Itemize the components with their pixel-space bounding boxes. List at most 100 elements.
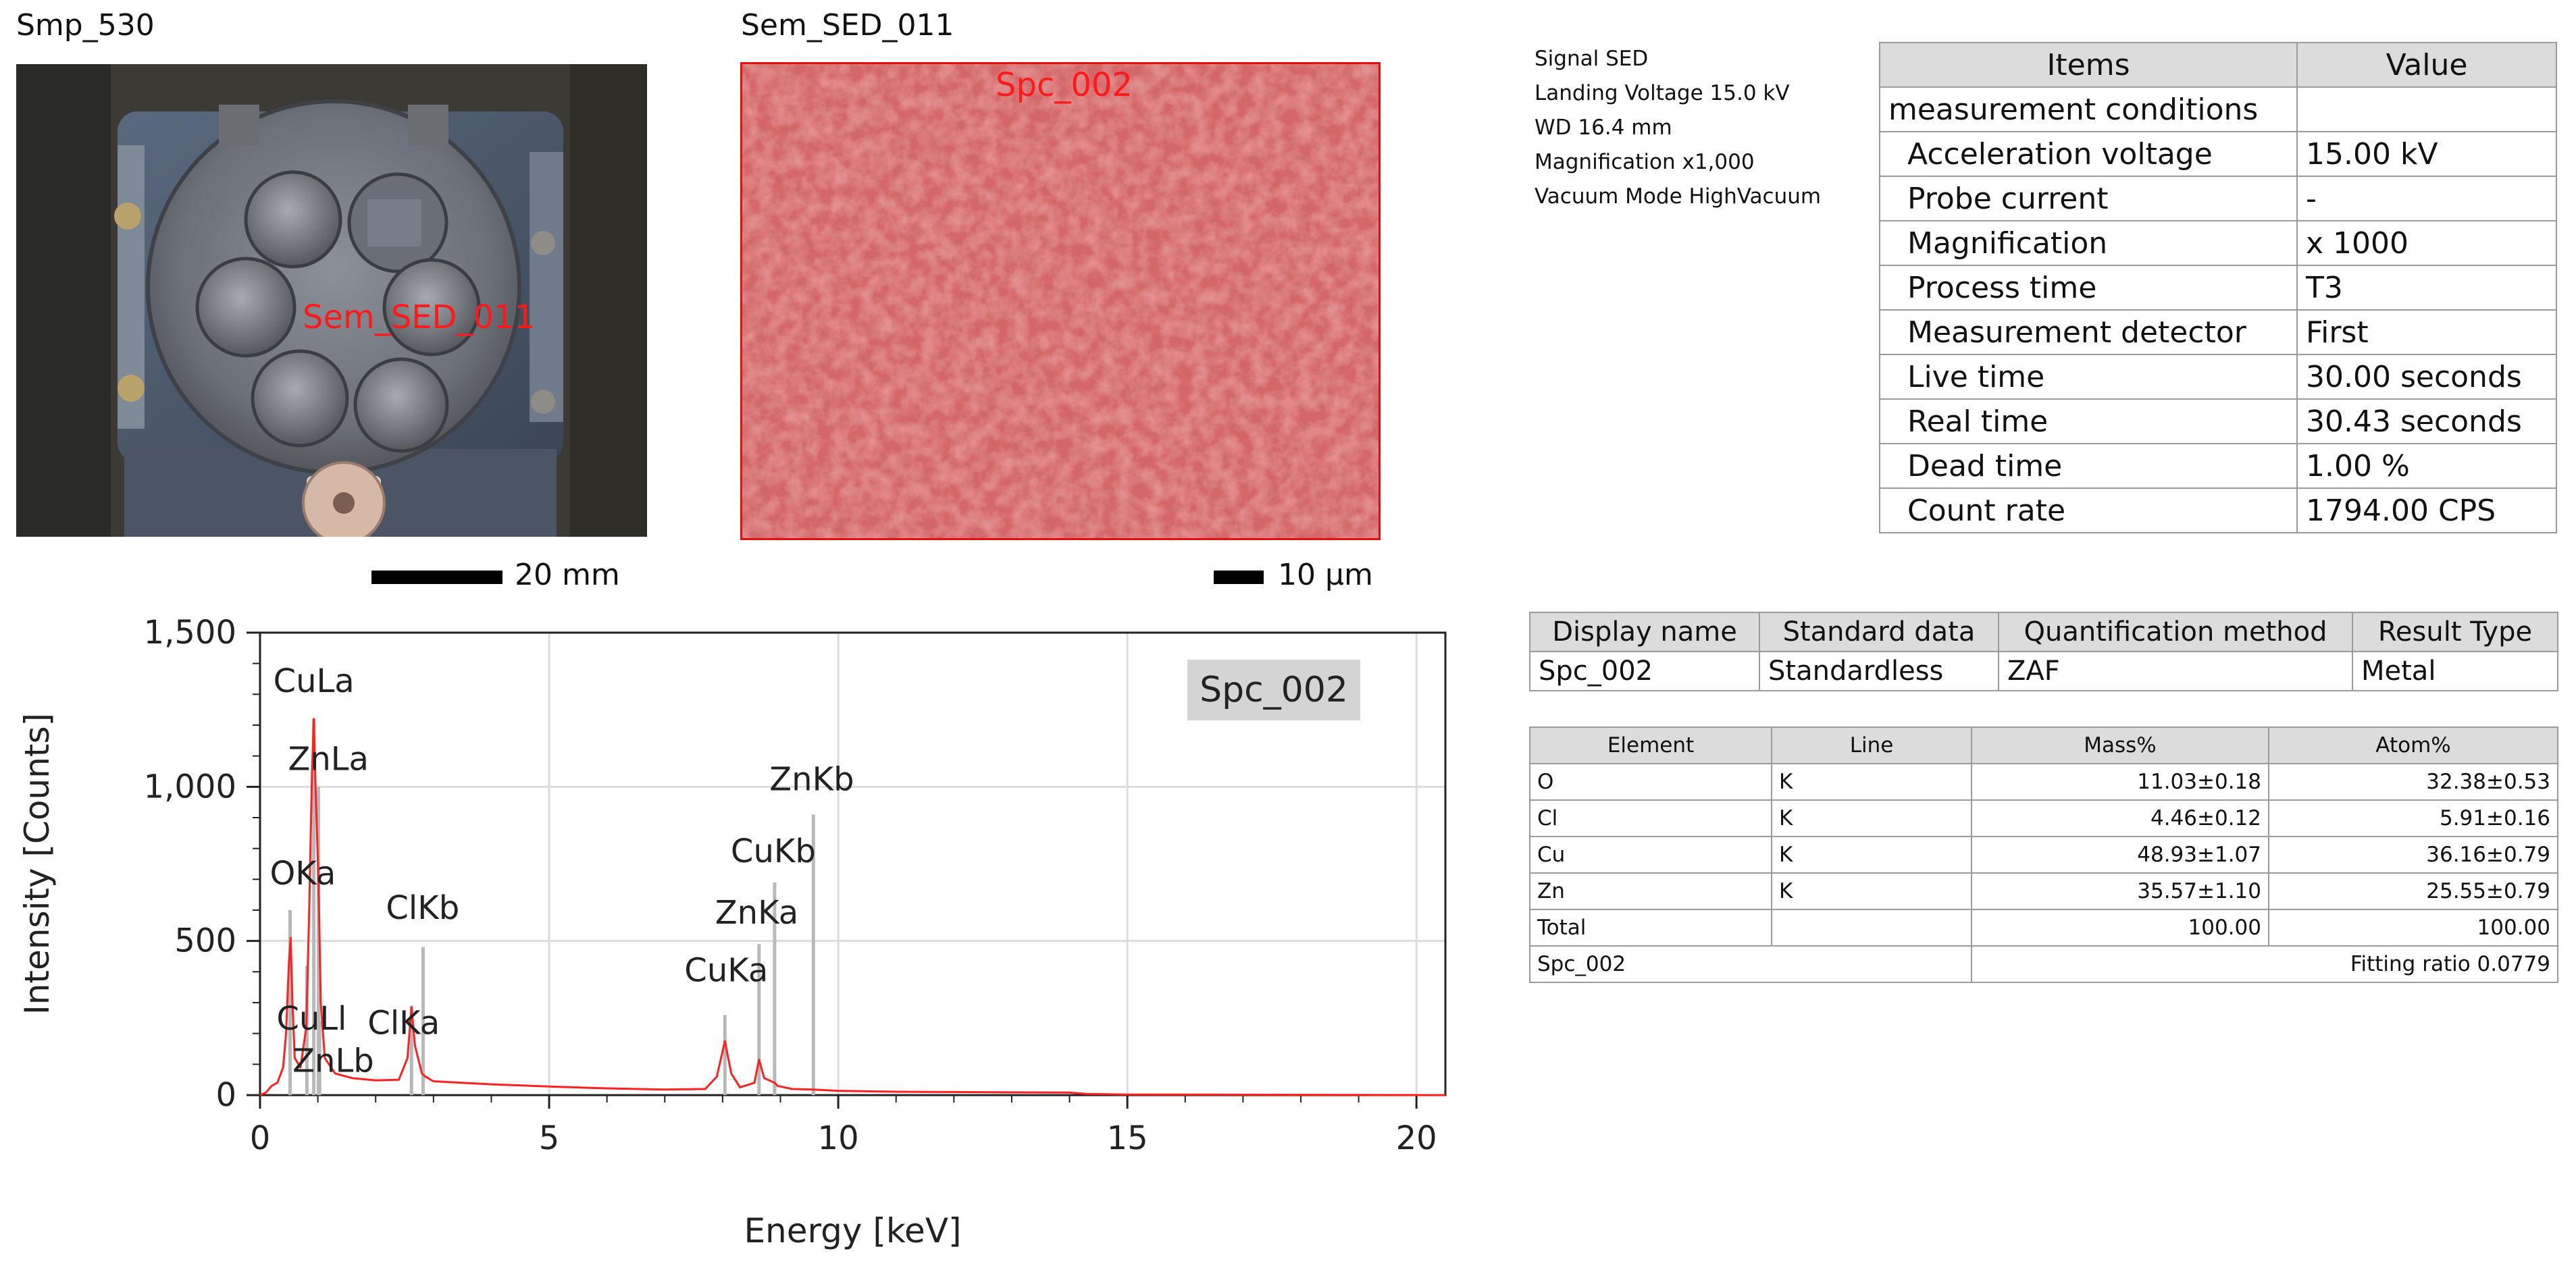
cell-item: measurement conditions	[1879, 86, 2298, 132]
cell-element: Cu	[1529, 836, 1772, 874]
photo-overlay-label: Sem_SED_011	[303, 298, 536, 336]
table-row: Count rate 1794.00 CPS	[1879, 487, 2557, 533]
cell-line: K	[1771, 872, 1972, 910]
cell-item: Probe current	[1879, 176, 2298, 221]
cell-item: Measurement detector	[1879, 309, 2298, 355]
cell-value: x 1000	[2296, 220, 2557, 266]
cell-value	[2296, 86, 2557, 132]
cell-value: T3	[2296, 265, 2557, 311]
y-tick-label: 1,000	[144, 768, 236, 805]
condition-line: WD 16.4 mm	[1535, 115, 1672, 140]
cell-atom: 5.91±0.16	[2268, 799, 2558, 837]
x-tick-label: 5	[539, 1119, 560, 1157]
condition-line: Vacuum Mode HighVacuum	[1535, 184, 1822, 209]
table-row: Dead time 1.00 %	[1879, 443, 2557, 489]
legend-label: Spc_002	[1200, 670, 1348, 710]
sem-scale-bar	[1214, 571, 1264, 584]
sem-overlay-label: Spc_002	[996, 66, 1133, 104]
measurement-items-table: Items Value measurement conditions Accele…	[1879, 42, 2557, 533]
peak-label: ZnKb	[769, 760, 854, 798]
legend-box	[1187, 660, 1360, 720]
table-row: Magnification x 1000	[1879, 220, 2557, 266]
table-header-row: Display name Standard data Quantificatio…	[1529, 612, 2558, 652]
x-tick-label: 10	[818, 1119, 859, 1157]
cell-mass: 35.57±1.10	[1971, 872, 2269, 910]
cell-result-type: Metal	[2352, 651, 2558, 691]
conditions-block: Signal SED Landing Voltage 15.0 kV WD 16…	[1535, 42, 1821, 214]
cell-item: Count rate	[1879, 487, 2298, 533]
x-tick-label: 15	[1107, 1119, 1148, 1157]
x-tick-label: 20	[1396, 1119, 1437, 1157]
column-header-display-name: Display name	[1529, 612, 1760, 652]
sem-title: Sem_SED_011	[741, 8, 954, 43]
peak-label: CuLl	[276, 1000, 346, 1038]
cell-value: 30.00 seconds	[2296, 354, 2557, 400]
column-header-element: Element	[1529, 726, 1772, 764]
element-quantification-table: Element Line Mass% Atom% O K 11.03±0.18 32.…	[1529, 726, 2558, 983]
cell-line	[1771, 909, 1972, 947]
cell-item: Process time	[1879, 265, 2298, 311]
table-row: Cu K 48.93±1.07 36.16±0.79	[1529, 836, 2558, 874]
cell-value: 15.00 kV	[2296, 131, 2557, 177]
cell-value: 1.00 %	[2296, 443, 2557, 489]
peak-label: ZnLa	[288, 740, 368, 778]
column-header-quantification-method: Quantification method	[1998, 612, 2353, 652]
x-axis-label: Energy [keV]	[744, 1211, 961, 1250]
sample-holder-photo	[16, 64, 647, 537]
peak-label: ClKa	[367, 1005, 440, 1042]
sem-image	[740, 62, 1381, 540]
cell-standard-data: Standardless	[1759, 651, 1999, 691]
element-table-body: O K 11.03±0.18 32.38±0.53 Cl K 4.46±0.12 5.91±0…	[1529, 763, 2558, 947]
column-header-result-type: Result Type	[2352, 612, 2558, 652]
photo-title: Smp_530	[16, 8, 155, 43]
table-row: Measurement detector First	[1879, 309, 2557, 355]
condition-line: Signal SED	[1535, 47, 1649, 71]
cell-value: First	[2296, 309, 2557, 355]
peak-label: ZnLb	[292, 1042, 374, 1080]
cell-mass: 4.46±0.12	[1971, 799, 2269, 837]
footer-spectrum-name: Spc_002	[1529, 945, 1972, 983]
cell-element: Cl	[1529, 799, 1772, 837]
cell-line: K	[1771, 836, 1972, 874]
peak-label: CuKb	[731, 832, 816, 870]
table-row: Acceleration voltage 15.00 kV	[1879, 131, 2557, 177]
condition-line: Landing Voltage 15.0 kV	[1535, 81, 1790, 105]
table-row: Cl K 4.46±0.12 5.91±0.16	[1529, 799, 2558, 837]
photo-scale-bar	[371, 571, 503, 584]
spectrum-series-line	[259, 718, 1446, 1096]
cell-atom: 25.55±0.79	[2268, 872, 2558, 910]
cell-item: Real time	[1879, 398, 2298, 444]
y-tick-label: 500	[174, 922, 236, 960]
cell-line: K	[1771, 763, 1972, 801]
cell-value: 30.43 seconds	[2296, 398, 2557, 444]
column-header-mass: Mass%	[1971, 726, 2269, 764]
table-header-row: Items Value	[1879, 42, 2557, 88]
cell-display-name: Spc_002	[1529, 651, 1760, 691]
table-row: measurement conditions	[1879, 86, 2557, 132]
cell-item: Magnification	[1879, 220, 2298, 266]
cell-mass: 11.03±0.18	[1971, 763, 2269, 801]
peak-label: ZnKa	[715, 894, 798, 932]
table-row: Real time 30.43 seconds	[1879, 398, 2557, 444]
table-footer-row: Spc_002 Fitting ratio 0.0779	[1529, 945, 2558, 983]
items-table-body: measurement conditions Acceleration volta…	[1879, 86, 2557, 533]
photo-scale-label: 20 mm	[515, 558, 620, 592]
y-axis-label: Intensity [Counts]	[18, 713, 57, 1015]
table-row: Spc_002 Standardless ZAF Metal	[1529, 651, 2558, 691]
table-header-row: Element Line Mass% Atom%	[1529, 726, 2558, 764]
cell-atom: 100.00	[2268, 909, 2558, 947]
sem-micrograph-illustration	[742, 64, 1379, 538]
condition-line: Magnification x1,000	[1535, 150, 1755, 174]
cell-element: Zn	[1529, 872, 1772, 910]
table-row: Live time 30.00 seconds	[1879, 354, 2557, 400]
table-row: Total 100.00 100.00	[1529, 909, 2558, 947]
cell-item: Dead time	[1879, 443, 2298, 489]
cell-atom: 32.38±0.53	[2268, 763, 2558, 801]
cell-item: Live time	[1879, 354, 2298, 400]
peak-label: CuKa	[684, 951, 768, 989]
sample-holder-illustration	[16, 64, 647, 537]
cell-mass: 48.93±1.07	[1971, 836, 2269, 874]
cell-line: K	[1771, 799, 1972, 837]
chart-ticks: 0 5 10 15 20 0 500 1,000 1,500	[144, 614, 1437, 1157]
